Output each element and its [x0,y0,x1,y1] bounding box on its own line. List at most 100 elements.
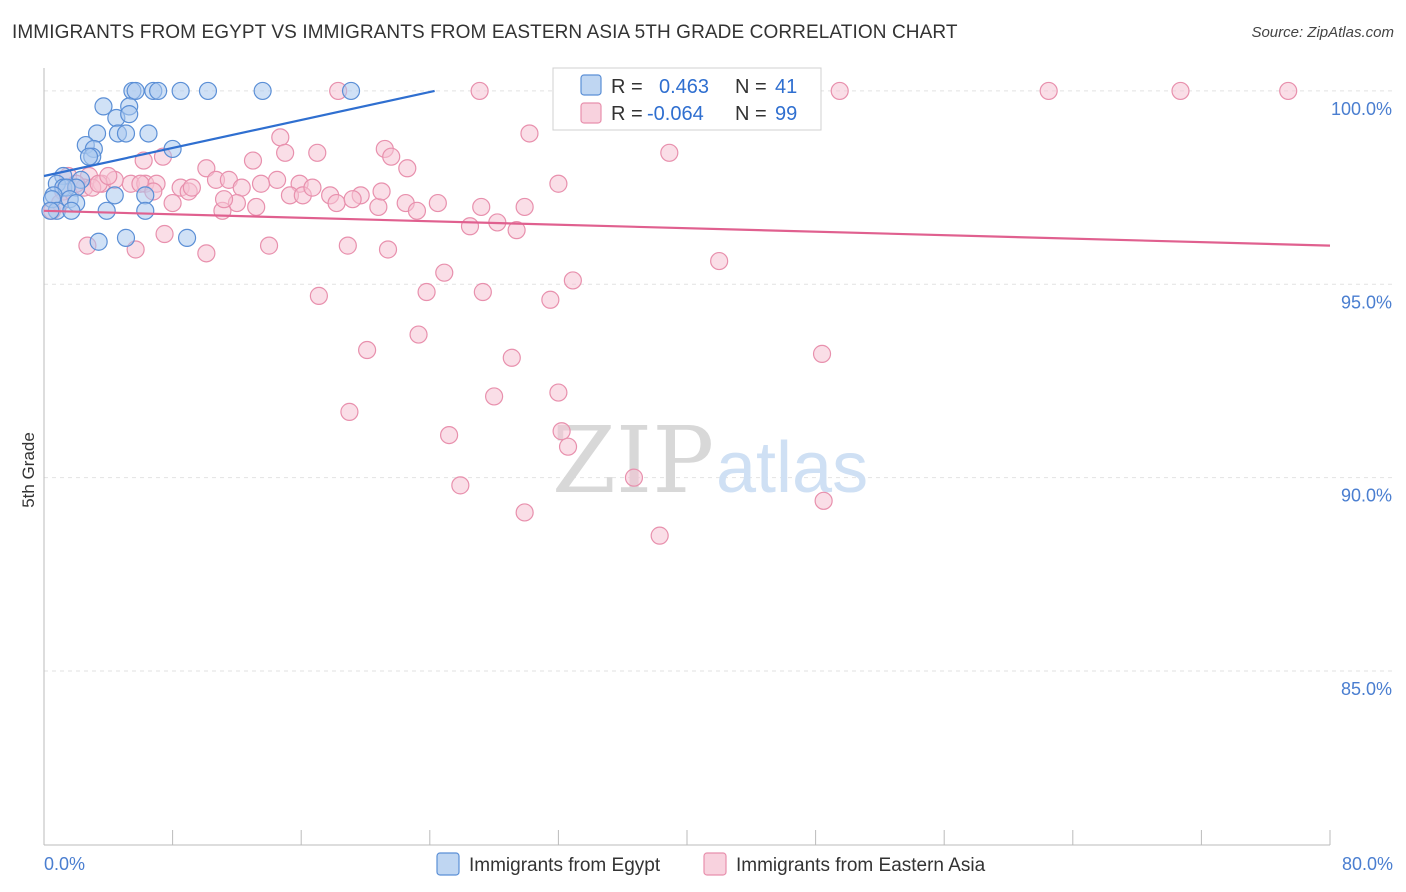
point-eastern-asia [451,476,470,495]
correlation-legend: R = 0.463 N = 41 R = -0.064 N = 99 [552,67,822,131]
point-eastern-asia [502,348,521,367]
bottom-legend-label-eastern-asia: Immigrants from Eastern Asia [736,855,986,876]
point-egypt [341,81,361,101]
y-tick-label: 85.0% [1341,679,1392,699]
point-egypt [253,81,272,101]
legend-swatch-eastern-asia [580,102,602,124]
point-eastern-asia [232,178,251,197]
point-eastern-asia [308,143,327,162]
x-tick-label-max: 80.0% [1342,854,1393,874]
point-eastern-asia [485,387,504,406]
chart-source: Source: ZipAtlas.com [1251,24,1394,41]
point-eastern-asia [182,178,201,197]
legend-n-label-eastern-asia: N = [735,103,767,125]
point-eastern-asia [259,236,279,255]
legend-n-label-egypt: N = [735,76,767,98]
point-egypt [79,147,99,166]
legend-swatch-egypt [580,74,602,96]
legend-n-value-eastern-asia: 99 [775,103,797,125]
point-egypt [116,228,136,247]
point-egypt [126,81,145,101]
point-eastern-asia [549,174,568,193]
point-eastern-asia [515,197,534,217]
point-egypt [116,124,136,143]
point-eastern-asia [369,197,388,217]
point-eastern-asia [197,244,216,263]
point-eastern-asia [660,143,679,162]
series-legend: Immigrants from Egypt Immigrants from Ea… [436,852,986,876]
point-eastern-asia [814,491,833,510]
point-eastern-asia [650,526,669,545]
point-eastern-asia [520,124,539,143]
point-eastern-asia [812,344,832,363]
point-egypt [149,81,168,101]
point-egypt [198,81,218,101]
point-eastern-asia [271,128,290,147]
point-egypt [105,186,124,205]
point-eastern-asia [417,282,436,302]
y-axis-label: 5th Grade [19,432,38,508]
series-eastern-asia-points [42,81,1298,545]
point-eastern-asia [830,81,849,101]
point-eastern-asia [1039,81,1058,101]
point-egypt [139,124,158,143]
point-eastern-asia [1171,81,1190,101]
point-eastern-asia [338,236,357,255]
point-egypt [136,186,155,205]
point-eastern-asia [303,178,322,197]
point-egypt [97,201,116,220]
bottom-legend-swatch-eastern-asia [703,852,727,876]
point-eastern-asia [340,402,359,421]
point-eastern-asia [247,197,266,217]
series-egypt-points [41,81,361,251]
point-eastern-asia [435,263,454,282]
point-egypt [171,81,190,101]
point-eastern-asia [541,290,560,309]
point-eastern-asia [378,240,398,259]
point-eastern-asia [309,286,328,305]
trend-line-egypt [43,89,435,178]
point-eastern-asia [251,174,271,193]
chart-title: IMMIGRANTS FROM EGYPT VS IMMIGRANTS FROM… [12,22,958,43]
point-eastern-asia [276,143,295,162]
point-eastern-asia [428,193,447,213]
bottom-legend-swatch-egypt [436,852,460,876]
point-eastern-asia [372,182,391,201]
x-tick-label-min: 0.0% [44,854,85,874]
point-eastern-asia [558,437,578,456]
bottom-legend-label-egypt: Immigrants from Egypt [469,855,661,876]
point-eastern-asia [563,271,582,290]
point-eastern-asia [472,197,491,217]
watermark-atlas: atlas [716,428,868,508]
point-egypt [89,232,108,251]
point-eastern-asia [470,81,489,101]
point-eastern-asia [267,170,287,189]
point-eastern-asia [439,425,459,445]
legend-r-label-egypt: R = [611,76,643,98]
point-eastern-asia [243,151,263,170]
legend-r-label-eastern-asia: R = [611,103,643,125]
point-eastern-asia [515,503,534,522]
point-eastern-asia [382,147,401,166]
trend-line-eastern-asia [43,209,1331,247]
point-eastern-asia [343,190,362,209]
point-eastern-asia [409,325,428,344]
point-eastern-asia [214,190,234,209]
grid-lines [44,90,1395,672]
point-eastern-asia [398,159,417,178]
y-tick-label: 100.0% [1331,99,1392,119]
point-eastern-asia [163,193,182,213]
legend-r-value-eastern-asia: -0.064 [647,103,704,125]
point-egypt [94,97,113,116]
point-eastern-asia [126,240,145,259]
legend-n-value-egypt: 41 [775,76,797,98]
point-eastern-asia [99,166,118,186]
y-tick-label: 95.0% [1341,292,1392,312]
point-eastern-asia [358,340,377,360]
point-eastern-asia [624,468,644,487]
point-egypt [136,201,155,220]
point-eastern-asia [473,282,492,302]
trend-lines [43,89,1331,247]
point-eastern-asia [552,422,571,441]
